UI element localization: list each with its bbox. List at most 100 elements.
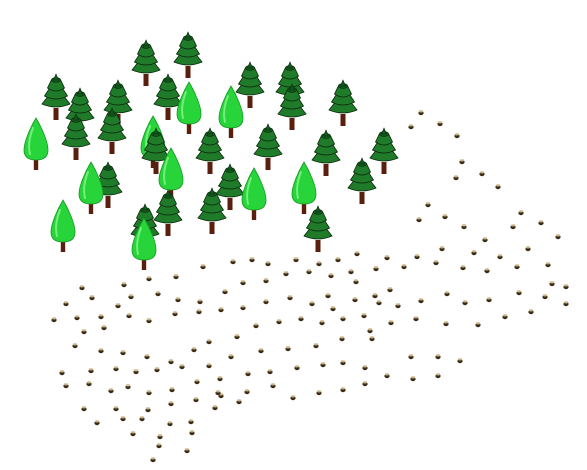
stump (502, 314, 508, 320)
stump (196, 309, 202, 315)
stump (433, 260, 439, 266)
stump (155, 291, 161, 297)
fir-tree (197, 187, 227, 234)
stump (384, 373, 390, 379)
stump (416, 217, 422, 223)
fir-tree (173, 31, 203, 78)
stump (418, 110, 424, 116)
stump (401, 264, 407, 270)
stump (230, 259, 236, 265)
stump (150, 457, 156, 463)
stump (495, 184, 501, 190)
stump (325, 293, 331, 299)
stump (240, 280, 246, 286)
stump (270, 383, 276, 389)
stump (367, 328, 373, 334)
stump (217, 376, 223, 382)
stump (330, 306, 336, 312)
stump (418, 298, 424, 304)
stump (167, 421, 173, 427)
fir-tree (195, 127, 225, 174)
fir-tree (311, 129, 341, 176)
stump (218, 307, 224, 313)
stump (306, 269, 312, 275)
stump (194, 379, 200, 385)
stump (130, 431, 136, 437)
fir-tree (97, 107, 127, 154)
stump (486, 297, 492, 303)
fir-tree (235, 61, 265, 108)
stump (340, 360, 346, 366)
stump (86, 381, 92, 387)
stump (309, 301, 315, 307)
stump (514, 264, 520, 270)
stump (258, 348, 264, 354)
fir-tree (153, 73, 183, 120)
stump (144, 354, 150, 360)
stump (410, 376, 416, 382)
stump (146, 390, 152, 396)
stump (108, 388, 114, 394)
stump (245, 371, 251, 377)
stump (453, 175, 459, 181)
stump (206, 363, 212, 369)
fir-tree (153, 189, 183, 236)
stump (157, 434, 163, 440)
stump (228, 354, 234, 360)
stump (384, 255, 390, 261)
stump (340, 316, 346, 322)
stump (120, 350, 126, 356)
stump (442, 214, 448, 220)
stump (413, 316, 419, 322)
fir-tree (41, 73, 71, 120)
stump (443, 321, 449, 327)
stump (263, 299, 269, 305)
cone-tree (291, 161, 317, 214)
stump (454, 133, 460, 139)
stump (484, 268, 490, 274)
stump (215, 390, 221, 396)
stump (188, 419, 194, 425)
fir-tree (61, 113, 91, 160)
stump (340, 387, 346, 393)
stump (154, 367, 160, 373)
stump (94, 420, 100, 426)
stump (497, 254, 503, 260)
stump (240, 305, 246, 311)
stump (563, 301, 569, 307)
stump (372, 293, 378, 299)
stump (98, 348, 104, 354)
stump (276, 319, 282, 325)
stump (72, 343, 78, 349)
stump (193, 397, 199, 403)
stump (189, 430, 195, 436)
stump (145, 407, 151, 413)
stump (293, 257, 299, 263)
stump (462, 300, 468, 306)
stump (197, 299, 203, 305)
stump (74, 315, 80, 321)
stump (287, 295, 293, 301)
stump (348, 269, 354, 275)
stump (63, 301, 69, 307)
stump (316, 390, 322, 396)
stump (320, 362, 326, 368)
fir-tree (215, 163, 245, 210)
stump (249, 257, 255, 263)
stump (528, 309, 534, 315)
stump (59, 370, 65, 376)
stump (265, 261, 271, 267)
stump (460, 265, 466, 271)
cone-tree (241, 167, 267, 220)
stump (563, 284, 569, 290)
stump (352, 297, 358, 303)
fir-tree (131, 39, 161, 86)
stump (482, 237, 488, 243)
stump (81, 406, 87, 412)
stump (444, 291, 450, 297)
stump (538, 220, 544, 226)
stump (88, 368, 94, 374)
stump (283, 271, 289, 277)
stump (439, 246, 445, 252)
stump (479, 171, 485, 177)
